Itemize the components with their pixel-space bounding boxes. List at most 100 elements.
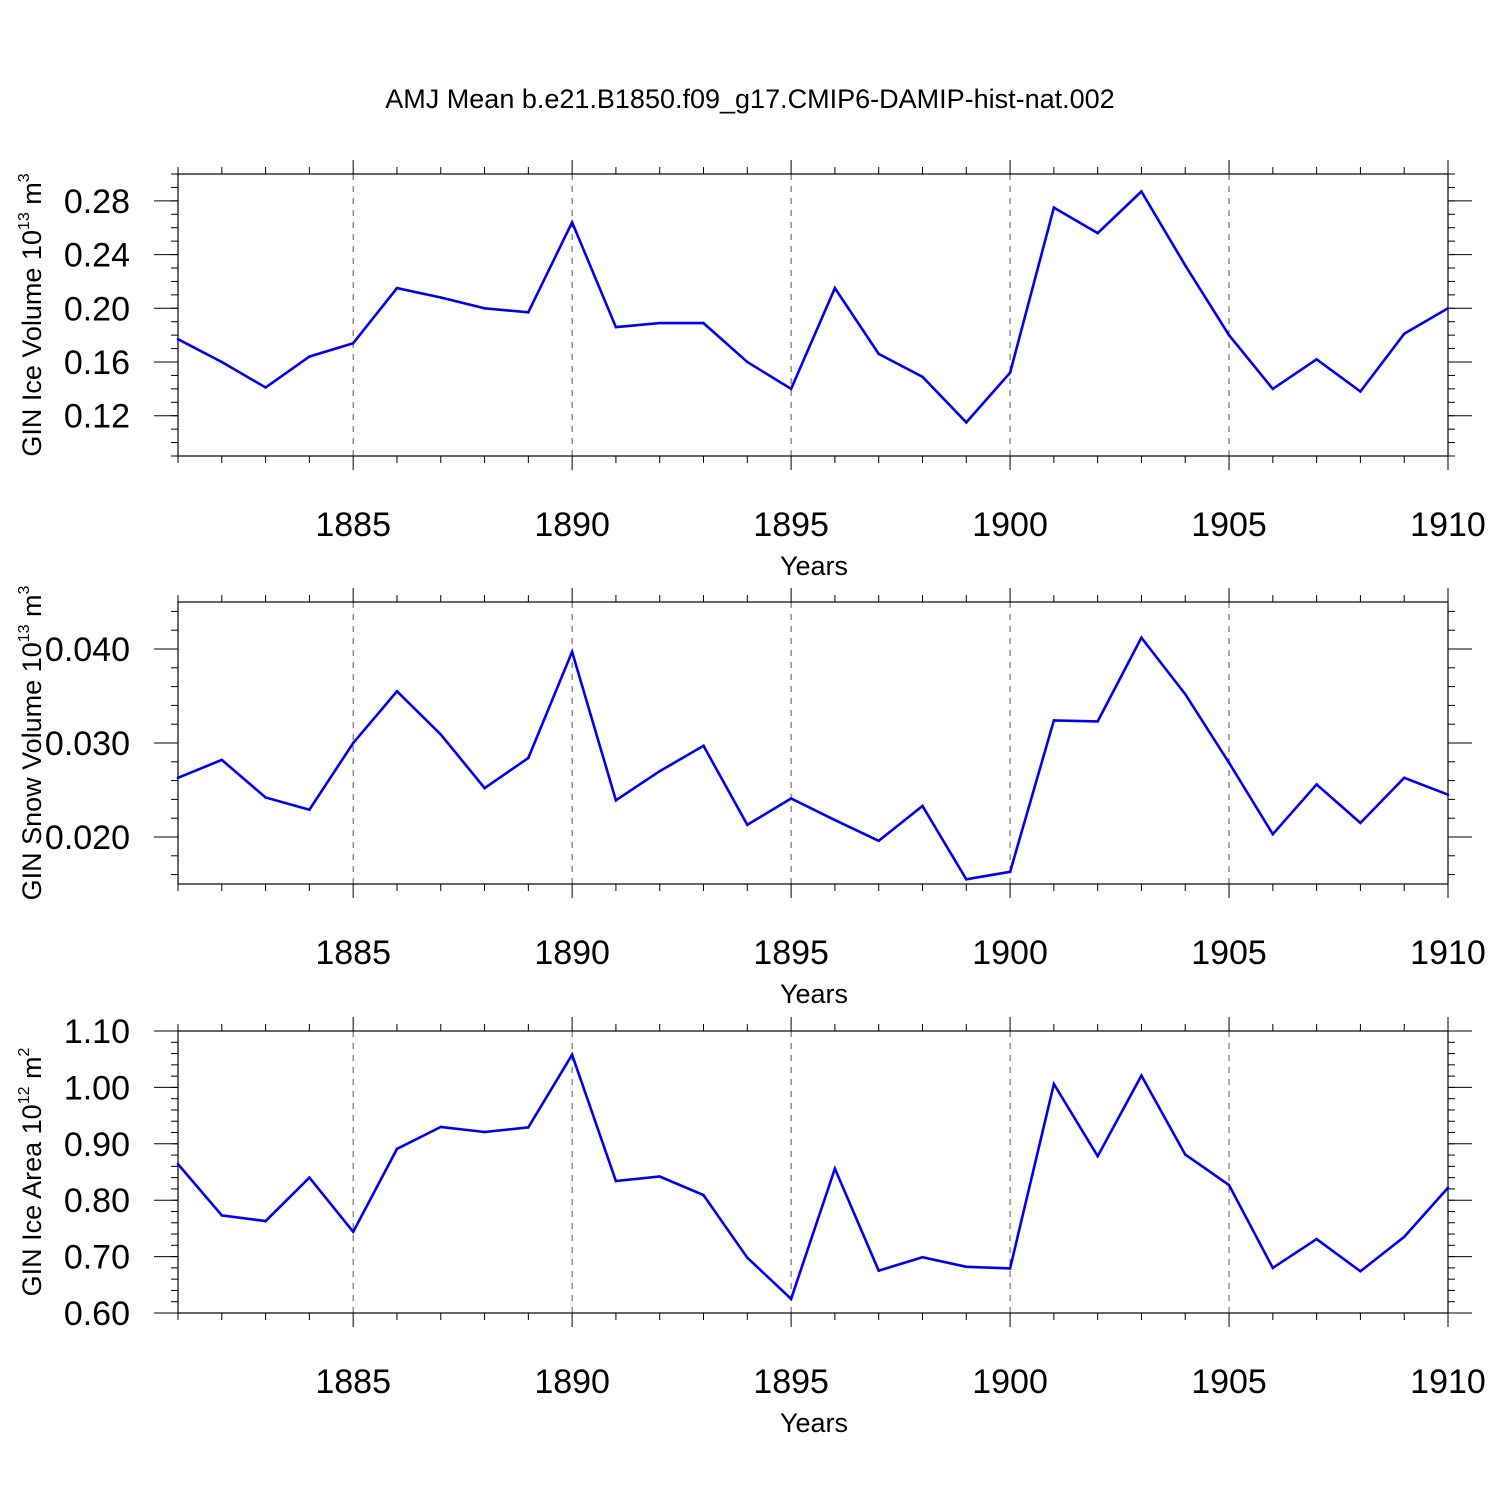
data-point	[1227, 761, 1231, 765]
data-point	[789, 1297, 793, 1301]
data-point	[483, 1130, 486, 1134]
data-point	[1183, 264, 1187, 267]
data-point	[439, 733, 443, 736]
data-point	[483, 306, 486, 310]
data-point	[1183, 1153, 1187, 1156]
y-tick-label: 0.12	[64, 398, 130, 436]
data-point	[176, 776, 180, 780]
x-tick-label: 1910	[1410, 1363, 1486, 1401]
data-point	[351, 1230, 355, 1234]
data-point	[483, 786, 486, 790]
data-point	[264, 796, 267, 799]
y-tick-label: 0.040	[45, 631, 130, 669]
y-tick-label: 1.00	[64, 1069, 130, 1107]
data-point	[308, 1176, 311, 1179]
panel-2: 0.020 0.030 0.040 1885 1890 1895 1900 1905 1910 Y…	[16, 585, 1486, 1009]
data-point	[570, 650, 574, 654]
y-tick-label: 0.16	[64, 344, 130, 382]
data-point	[264, 386, 267, 389]
x-tick-label: 1890	[534, 1363, 610, 1401]
y-axis-title: GIN Snow Volume 1013 m3	[16, 585, 47, 900]
data-point	[877, 1269, 880, 1272]
data-point	[658, 1175, 662, 1178]
data-point	[789, 387, 793, 391]
x-tick-label: 1910	[1410, 934, 1486, 972]
data-point	[1271, 387, 1275, 391]
data-point	[1271, 1266, 1275, 1270]
x-tick-label: 1910	[1410, 506, 1486, 544]
y-tick-label: 0.24	[64, 237, 130, 275]
x-axis-title: Years	[780, 551, 848, 581]
data-point	[921, 804, 924, 808]
data-point	[570, 221, 574, 224]
plot-frame	[177, 173, 1449, 457]
data-point	[220, 758, 224, 762]
y-tick-label: 0.20	[64, 290, 130, 328]
x-axis-title: Years	[780, 979, 848, 1009]
data-point	[1096, 231, 1099, 235]
data-point	[308, 808, 311, 812]
y-tick-label: 0.030	[45, 725, 130, 763]
data-point	[1052, 206, 1056, 209]
data-point	[614, 325, 618, 329]
data-point	[351, 741, 355, 745]
y-tick-label: 0.80	[64, 1182, 130, 1220]
data-point	[833, 1167, 837, 1170]
x-tick-label: 1895	[753, 1363, 829, 1401]
data-point	[1402, 776, 1406, 780]
data-point	[220, 1214, 224, 1217]
figure-title: AMJ Mean b.e21.B1850.f09_g17.CMIP6-DAMIP…	[385, 84, 1115, 114]
data-point	[527, 756, 530, 760]
data-point	[1096, 720, 1099, 723]
data-point	[921, 1255, 924, 1259]
data-point	[964, 421, 968, 424]
x-axis-title: Years	[780, 1408, 848, 1438]
data-point	[395, 1147, 399, 1151]
data-point	[964, 878, 968, 881]
series-line	[177, 1051, 1449, 1302]
y-axis-title: GIN Ice Area 1012 m2	[16, 1048, 47, 1297]
data-point	[1402, 1235, 1406, 1239]
x-tick-label: 1900	[972, 1363, 1048, 1401]
data-point	[1359, 821, 1362, 825]
data-point	[395, 286, 399, 290]
data-point	[264, 1219, 267, 1223]
data-point	[1315, 1237, 1318, 1241]
x-tick-label: 1890	[534, 934, 610, 972]
data-point	[658, 321, 662, 325]
x-tick-label: 1885	[315, 506, 391, 544]
y-tick-label: 0.020	[45, 819, 130, 857]
x-tick-label: 1895	[753, 934, 829, 972]
data-point	[1008, 1267, 1012, 1270]
data-point	[1446, 1186, 1450, 1190]
data-point	[614, 799, 618, 802]
x-tick-label: 1895	[753, 506, 829, 544]
data-point	[964, 1265, 968, 1269]
data-point	[1096, 1154, 1099, 1158]
x-tick-label: 1905	[1191, 1363, 1267, 1401]
data-point	[746, 1256, 749, 1260]
y-tick-label: 0.70	[64, 1239, 130, 1277]
data-point	[1140, 1074, 1143, 1077]
data-point	[1008, 870, 1012, 874]
data-point	[1227, 333, 1231, 337]
data-point	[702, 1193, 705, 1197]
data-point	[658, 769, 662, 773]
data-point	[308, 355, 311, 358]
data-point	[877, 352, 880, 356]
data-point	[439, 1125, 443, 1129]
data-point	[1140, 190, 1143, 193]
data-point	[176, 337, 180, 341]
data-point	[1315, 783, 1318, 786]
data-point	[833, 818, 837, 822]
data-point	[1052, 719, 1056, 722]
data-point	[1315, 358, 1318, 361]
series-line	[177, 189, 1449, 425]
panel-1: 0.12 0.16 0.20 0.24 0.28 1885 1890 1895 1900 1905…	[16, 160, 1486, 581]
data-point	[351, 341, 355, 345]
plot-frame	[177, 601, 1449, 885]
x-tick-label: 1900	[972, 506, 1048, 544]
data-point	[220, 360, 224, 364]
data-point	[746, 360, 749, 364]
data-point	[1271, 832, 1275, 836]
